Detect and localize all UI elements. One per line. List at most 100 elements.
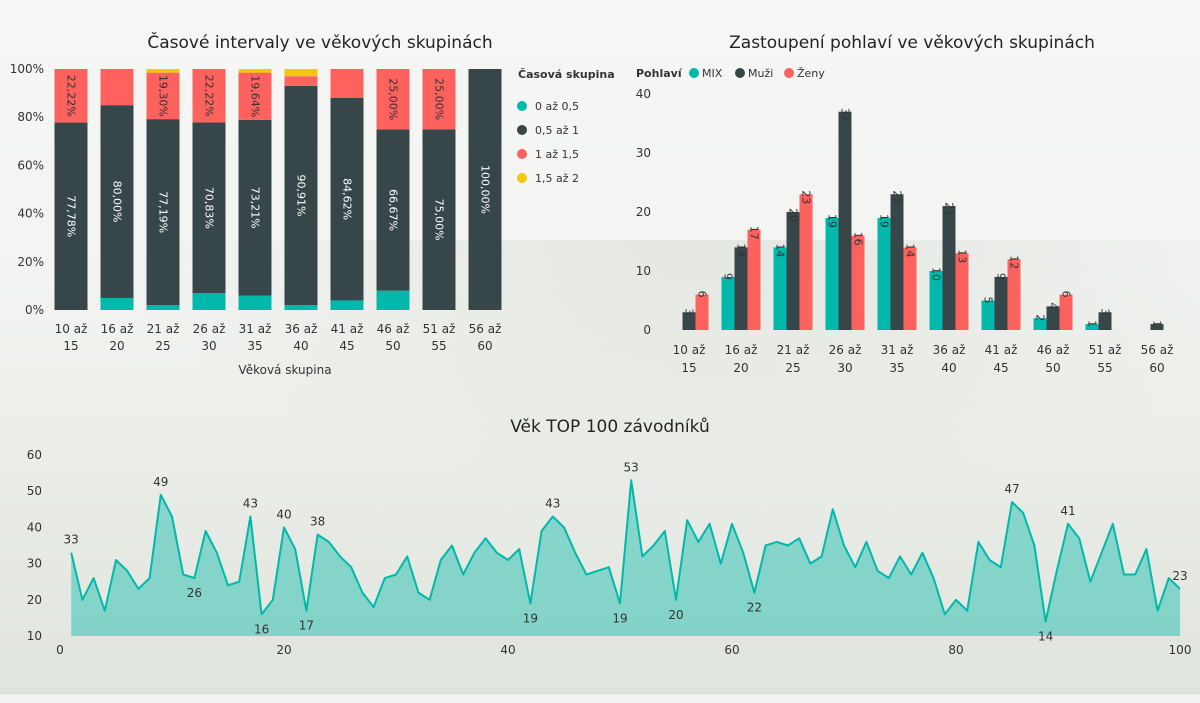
chart2-bar[interactable] [734, 247, 748, 330]
chart3-y-tick: 40 [27, 520, 42, 534]
chart2-data-label: 3 [683, 308, 696, 315]
chart2-bar[interactable] [890, 194, 904, 330]
chart1-data-label: 25,00% [387, 78, 400, 120]
chart2-bar[interactable] [942, 206, 956, 330]
chart3-y-tick: 30 [27, 557, 42, 571]
chart2-bar[interactable] [955, 253, 969, 330]
chart1-data-label: 75,00% [433, 199, 446, 241]
chart1-bar-segment[interactable] [146, 72, 180, 120]
chart2-legend-item[interactable]: MIX [702, 67, 723, 80]
chart1-bar-segment[interactable] [146, 119, 180, 306]
chart3-data-label: 40 [276, 507, 291, 521]
chart1-x-tick: 55 [431, 339, 446, 353]
chart2-bar[interactable] [682, 312, 696, 330]
chart2-data-label: 2 [1034, 314, 1047, 321]
chart1-data-label: 70,83% [203, 187, 216, 229]
chart2-bar[interactable] [903, 247, 917, 330]
chart2-bar[interactable] [786, 212, 800, 330]
chart2-x-tick: 40 [941, 361, 956, 375]
chart2-legend-item[interactable]: Muži [748, 67, 773, 80]
chart2-data-label: 9 [722, 273, 735, 280]
chart1-x-tick: 35 [247, 339, 262, 353]
chart2-bar[interactable] [838, 111, 852, 330]
chart1-bar-segment[interactable] [330, 300, 364, 310]
chart1-data-label: 77,19% [157, 191, 170, 233]
chart3-data-label: 19 [612, 611, 627, 625]
chart1-bar-segment[interactable] [422, 69, 456, 130]
chart1-bar-segment[interactable] [376, 290, 410, 310]
chart1-bar-segment[interactable] [422, 129, 456, 310]
chart3-data-label: 17 [299, 619, 314, 633]
chart1-x-tick: 10 až [55, 322, 88, 336]
chart2-bar[interactable] [1085, 324, 1099, 330]
chart1-bar-segment[interactable] [100, 105, 134, 298]
chart2-data-label: 14 [774, 243, 787, 257]
chart1-x-tick: 56 až [469, 322, 502, 336]
chart2-bar[interactable] [695, 294, 709, 330]
chart3-x-axis: 0 20 40 60 80 100 [56, 643, 1191, 657]
chart1-bar-segment[interactable] [376, 129, 410, 291]
chart1-bar-segment[interactable] [192, 293, 226, 310]
chart1-legend-item[interactable]: 1,5 až 2 [535, 172, 579, 185]
chart2-legend-item[interactable]: Ženy [797, 67, 825, 80]
chart1-legend[interactable]: 0 až 0,5 0,5 až 1 1 až 1,5 1,5 až 2 [517, 100, 579, 185]
chart3-data-label: 14 [1038, 630, 1053, 644]
chart1-bar-segment[interactable] [284, 76, 318, 86]
chart1-bar-segment[interactable] [238, 69, 272, 73]
chart2-bar[interactable] [1033, 318, 1047, 330]
chart1-bar-segment[interactable] [376, 69, 410, 130]
chart2-bar[interactable] [825, 217, 839, 330]
chart2-bar[interactable] [1098, 312, 1112, 330]
chart2-x-tick: 51 až [1089, 343, 1122, 357]
chart1-bar-segment[interactable] [54, 69, 88, 123]
chart3-series-line[interactable] [70, 479, 1181, 623]
chart2-data-label: 23 [800, 190, 813, 204]
chart2-bar[interactable] [929, 271, 943, 330]
chart2-bar[interactable] [1059, 294, 1073, 330]
chart1-x-tick: 51 až [423, 322, 456, 336]
chart1-bar-segment[interactable] [284, 85, 318, 306]
chart2-bar[interactable] [994, 276, 1008, 330]
chart2-bar[interactable] [1150, 324, 1164, 330]
chart1-bar-segment[interactable] [284, 69, 318, 77]
chart1-data-label: 22,22% [203, 75, 216, 117]
chart1-bar-segment[interactable] [54, 122, 88, 310]
chart1-bar-segment[interactable] [238, 295, 272, 310]
chart2-x-tick: 60 [1149, 361, 1164, 375]
chart3-data-label: 43 [545, 497, 560, 511]
chart1-bar-segment[interactable] [100, 297, 134, 310]
chart1-data-label: 19,30% [157, 75, 170, 117]
chart2-bar[interactable] [1007, 259, 1021, 330]
chart2-bar[interactable] [1046, 306, 1060, 330]
chart2-bar[interactable] [799, 194, 813, 330]
chart1-legend-item[interactable]: 1 až 1,5 [535, 148, 579, 161]
chart2-bar[interactable] [877, 217, 891, 330]
chart1-bar-segment[interactable] [284, 305, 318, 310]
chart1-bar-segment[interactable] [146, 69, 180, 73]
chart2-data-label: 6 [696, 291, 709, 298]
chart1-legend-item[interactable]: 0,5 až 1 [535, 124, 579, 137]
chart2-bar[interactable] [981, 300, 995, 331]
chart1-y-tick: 0% [25, 303, 44, 317]
chart2-bar[interactable] [773, 247, 787, 330]
chart2-bar[interactable] [851, 235, 865, 330]
chart2-title: Zastoupení pohlaví ve věkových skupinách [729, 33, 1095, 53]
chart1-bar-segment[interactable] [146, 305, 180, 310]
chart2-legend[interactable]: MIX Muži Ženy [689, 67, 825, 80]
chart1-bar-segment[interactable] [192, 122, 226, 294]
chart1-bar-segment[interactable] [330, 69, 364, 98]
chart2-data-label: 4 [1047, 302, 1060, 309]
chart1-bar-segment[interactable] [238, 72, 272, 120]
chart1-bar-segment[interactable] [192, 69, 226, 123]
chart2-bar[interactable] [721, 276, 735, 330]
bottom-frame [0, 693, 1200, 703]
chart1-bar-segment[interactable] [468, 69, 502, 310]
chart2-bar[interactable] [747, 229, 761, 330]
chart1-bar-segment[interactable] [330, 97, 364, 301]
chart3-title: Věk TOP 100 závodníků [510, 417, 709, 437]
chart2-data-label: 19 [878, 214, 891, 228]
chart1-legend-item[interactable]: 0 až 0,5 [535, 100, 579, 113]
chart3-x-tick: 60 [724, 643, 739, 657]
chart1-bar-segment[interactable] [100, 69, 134, 106]
chart1-bar-segment[interactable] [238, 119, 272, 296]
